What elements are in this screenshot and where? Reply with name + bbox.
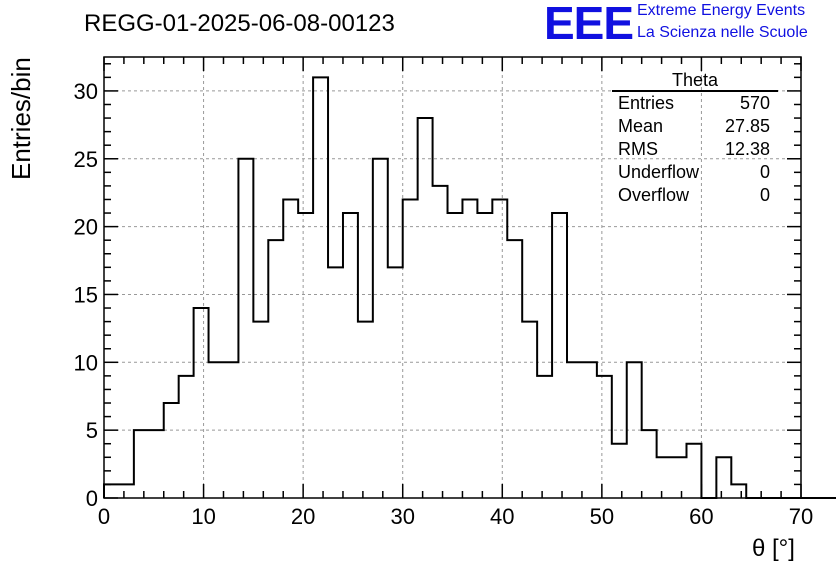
stats-row-underflow: Underflow 0 <box>612 161 778 184</box>
y-tick-label: 20 <box>74 215 98 240</box>
stats-label: Mean <box>618 116 664 136</box>
x-tick-label: 10 <box>191 504 215 529</box>
stats-box-title: Theta <box>612 70 778 92</box>
stats-label: Underflow <box>618 162 700 182</box>
histogram-outline <box>103 76 836 499</box>
y-tick-label: 15 <box>74 282 98 307</box>
y-axis-label: Entries/bin <box>6 57 36 180</box>
x-tick-label: 70 <box>789 504 813 529</box>
x-tick-label: 0 <box>98 504 110 529</box>
stats-value: 0 <box>759 185 770 205</box>
stats-value: 570 <box>739 93 770 113</box>
axis-ticks <box>103 57 802 499</box>
x-tick-label: 50 <box>590 504 614 529</box>
y-tick-label: 0 <box>86 486 98 511</box>
histogram-bars <box>103 76 836 499</box>
y-tick-label: 5 <box>86 418 98 443</box>
stats-value: 12.38 <box>724 139 770 159</box>
x-tick-label: 20 <box>291 504 315 529</box>
stats-label: RMS <box>618 139 658 159</box>
stats-label: Entries <box>618 93 675 113</box>
x-tick-label: 60 <box>689 504 713 529</box>
stats-row-overflow: Overflow 0 <box>612 184 778 207</box>
stats-value: 27.85 <box>724 116 770 136</box>
y-tick-label: 30 <box>74 79 98 104</box>
y-tick-label: 25 <box>74 147 98 172</box>
stats-row-entries: Entries 570 <box>612 92 778 115</box>
y-tick-label: 10 <box>74 350 98 375</box>
grid-lines <box>104 57 801 498</box>
stats-row-mean: Mean 27.85 <box>612 115 778 138</box>
stats-box: Theta Entries 570 Mean 27.85 RMS 12.38 U… <box>612 70 778 207</box>
x-tick-label: 30 <box>390 504 414 529</box>
stats-row-rms: RMS 12.38 <box>612 138 778 161</box>
x-tick-label: 40 <box>490 504 514 529</box>
logo-line-2: La Scienza nelle Scuole <box>637 24 808 41</box>
stats-label: Overflow <box>618 185 690 205</box>
plot-frame <box>103 56 802 499</box>
logo-line-1: Extreme Energy Events <box>637 2 806 19</box>
tick-labels: 0 10 20 30 40 50 60 70 0 5 10 15 20 25 30 <box>74 79 814 529</box>
chart-title: REGG-01-2025-06-08-00123 <box>84 10 395 37</box>
x-axis-label: θ [°] <box>752 535 795 562</box>
stats-value: 0 <box>759 162 770 182</box>
eee-logo-mark: EEE <box>544 0 634 49</box>
